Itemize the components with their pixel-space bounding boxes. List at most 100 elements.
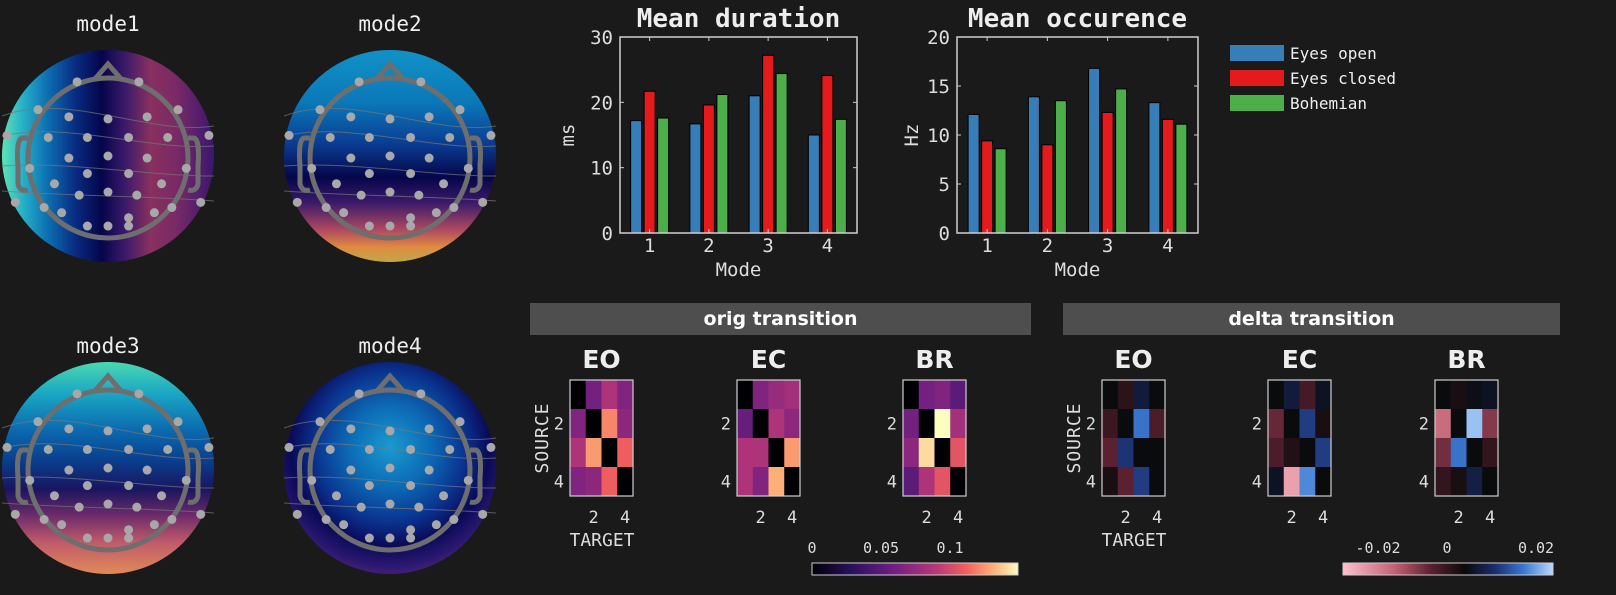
heatmap-title: BR [1447,345,1485,374]
heatmap-cell [1283,438,1300,468]
bar-bohemian-mode4 [1175,123,1188,234]
heatmap-cell [768,380,785,410]
electrode-dot [331,179,341,189]
heatmap-cell [1450,438,1467,468]
heatmap-cell [617,409,634,439]
electrode-dot [124,525,134,535]
electrode-dot [39,203,49,212]
x-tick-label: 3 [762,235,773,257]
heatmap-y-label: SOURCE [532,402,553,473]
electrode-dot [124,169,134,179]
bar-bohemian-mode1 [994,148,1007,234]
electrode-dot [364,132,374,142]
y-tick-label: 20 [927,27,950,49]
heatmap-cell [1435,467,1452,497]
y-tick-label: 0 [939,223,950,245]
heatmap-cell [934,380,951,410]
electrode-dot [142,153,152,163]
electrode-dot [346,112,356,122]
orig-colorbar [811,562,1019,576]
topomap-mode1 [2,50,214,262]
electrode-dot [82,444,92,454]
heatmap-x-tick: 4 [953,508,963,528]
heatmap-x-tick: 4 [1318,508,1328,528]
electrode-dot [49,491,59,501]
legend: Eyes open Eyes closed Bohemian [1230,44,1396,113]
electrode-dot [157,491,167,501]
electrode-dot [406,481,416,491]
head-circle [307,75,473,241]
axes-box [956,36,1199,234]
heatmap-y-tick: 4 [1086,473,1096,493]
heatmap-y-label: SOURCE [1064,402,1085,473]
x-tick-label: 1 [981,235,992,257]
electrode-dot [284,442,294,452]
electrode-dot [103,151,113,161]
electrode-dot [57,208,67,218]
right-ear [187,447,201,505]
electrode-dot [64,112,74,122]
electrode-dot [455,417,465,427]
heatmap-cell [934,467,951,497]
electrode-dot [364,221,374,231]
heatmap-cell [1450,380,1467,410]
electrode-dot [82,533,92,543]
electrode-dot [385,187,395,197]
bar-eyes-closed-mode3 [762,54,775,234]
electrode-dot [124,221,134,231]
electrode-dot [315,417,325,427]
head-outline-icon [2,372,214,553]
electrode-dot [204,130,214,140]
heatmap-cell [1268,438,1285,468]
bar-chart-2: Mean occurence 0 5 10 15 20 1 2 3 4 Mode Hz [901,4,1199,281]
electrode-dot [354,77,364,87]
heatmap-cell [570,438,587,468]
heatmap-y-tick: 2 [1419,415,1429,435]
electrode-dot [74,190,84,200]
heatmap-cell [784,438,801,468]
heatmap-cell [1466,380,1483,410]
heatmap-cell [768,467,785,497]
electrode-dot [39,515,49,524]
heatmap-cell [617,438,634,468]
heatmap-cell [737,438,754,468]
heatmap-cell [1299,467,1316,497]
electrode-dot [142,424,152,434]
heatmap-cell [601,467,618,497]
electrode-dot [103,426,113,436]
electrode-dot [25,163,35,173]
electrode-dot [424,112,434,122]
heatmap-cell [950,409,967,439]
electrode-dot [132,502,142,512]
bar-eyes-closed-mode4 [821,75,834,234]
heatmap-cell [1466,467,1483,497]
electrode-dot [103,221,113,231]
head-circle [25,75,191,241]
legend-label: Eyes closed [1290,69,1396,88]
heatmap-cell [1435,438,1452,468]
electrode-dot [103,463,113,473]
heatmap-cell [1315,467,1332,497]
heatmap-x-tick: 2 [756,508,766,528]
y-tick-label: 10 [590,158,613,180]
heatmap-x-tick: 4 [620,508,630,528]
electrode-dot [331,491,341,501]
bar-eyes-open-mode2 [689,123,702,234]
orig-colorbar-tick: 0.1 [936,539,963,557]
electrode-dot [82,221,92,231]
x-axis-label: Mode [1055,259,1101,281]
heatmap-cell [934,438,951,468]
heatmap-cell [1117,380,1134,410]
delta-colorbar-tick: 0.02 [1518,539,1554,557]
bar-eyes-open-mode1 [967,113,980,234]
bar-eyes-open-mode4 [1148,102,1161,234]
heatmap-title: EC [1282,345,1317,374]
heatmap-cell [1466,409,1483,439]
orig-colorbar-tick: 0 [807,539,816,557]
electrode-dot [424,424,434,434]
electrode-dot [142,112,152,122]
chart-title: Mean occurence [968,4,1187,34]
heatmap-cell [1315,409,1332,439]
electrode-dot [43,132,53,142]
